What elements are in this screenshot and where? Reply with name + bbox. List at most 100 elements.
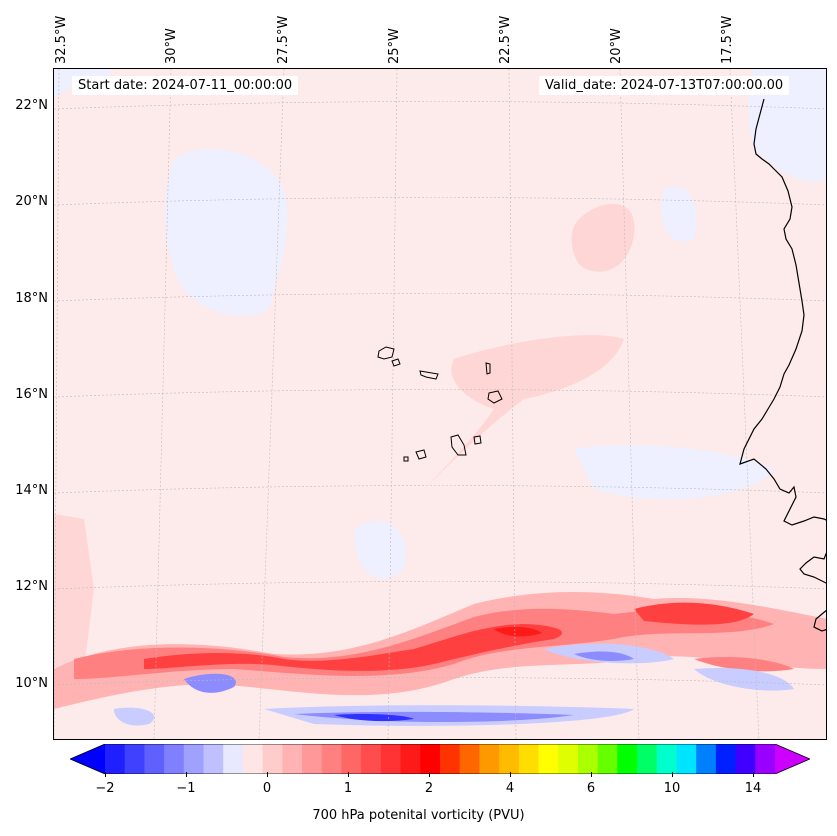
valid-date-box: Valid_date: 2024-07-13T07:00:00.00 [539, 76, 790, 95]
colorbar-swatch [656, 744, 677, 774]
lat-label-14n: 14°N [15, 483, 48, 498]
neg-west [184, 673, 236, 693]
colorbar-swatch [164, 744, 185, 774]
colorbar-swatch [597, 744, 618, 774]
neg-east2 [694, 667, 794, 691]
neg-east3 [574, 651, 634, 662]
colorbar-swatch [696, 744, 717, 774]
lat-label-16n: 16°N [15, 387, 48, 402]
colorbar-swatch [459, 744, 480, 774]
start-date-box: Start date: 2024-07-11_00:00:00 [72, 76, 299, 95]
lon-label-25w: 25°W [387, 28, 402, 64]
colorbar-swatch [420, 744, 441, 774]
colorbar-extend-max [775, 744, 810, 774]
pink-west-band [54, 514, 94, 679]
colorbar-swatch [617, 744, 638, 774]
cbar-tick-neg2: −2 [95, 781, 115, 796]
colorbar-swatch [577, 744, 599, 774]
colorbar-swatch [538, 744, 559, 774]
lat-label-20n: 20°N [15, 194, 48, 209]
colorbar-svg [68, 743, 812, 775]
colorbar-swatch [282, 744, 303, 774]
cbar-tickmark-2 [429, 772, 430, 777]
cbar-tickmark-10 [672, 772, 673, 777]
neg-core [334, 714, 414, 722]
cbar-tickmark-neg1 [186, 772, 187, 777]
colorbar-swatch [735, 744, 756, 774]
lon-label-27-5w: 27.5°W [276, 15, 291, 64]
cbar-tick-2: 2 [424, 781, 434, 796]
island-sao-vicente [391, 358, 401, 367]
island-santo-antao [377, 346, 395, 360]
colorbar-swatch [380, 744, 402, 774]
lon-label-17-5w: 17.5°W [720, 15, 735, 64]
colorbar-swatch [105, 744, 126, 774]
lat-label-18n: 18°N [15, 291, 48, 306]
cbar-tickmark-14 [753, 772, 754, 777]
island-boa-vista [487, 390, 503, 404]
colorbar-swatch [302, 744, 323, 774]
colorbar-swatch [203, 744, 224, 774]
colorbar-swatch [223, 744, 244, 774]
cbar-tick-10: 10 [663, 781, 681, 796]
colorbar-swatch [558, 744, 579, 774]
cbar-tickmark-neg2 [105, 772, 106, 777]
pale-blue-patch-large [165, 149, 288, 317]
colorbar [68, 743, 812, 775]
pv-field-map [54, 69, 826, 739]
colorbar-swatch [124, 744, 145, 774]
lon-label-32-5w: 32.5°W [54, 15, 69, 64]
colorbar-swatch [440, 744, 461, 774]
pale-blue-patch-ne [748, 69, 826, 182]
colorbar-label: 700 hPa potenital vorticity (PVU) [312, 808, 525, 823]
lon-label-30w: 30°W [164, 28, 179, 64]
cbar-tick-1: 1 [343, 781, 353, 796]
island-fogo [415, 449, 427, 460]
cbar-tick-0: 0 [262, 781, 272, 796]
colorbar-swatch [183, 744, 205, 774]
island-sal [485, 362, 491, 375]
colorbar-swatch [715, 744, 737, 774]
pink-patch-ne [571, 203, 635, 272]
pv-band-east [634, 602, 754, 625]
lat-label-10n: 10°N [15, 676, 48, 691]
cbar-tickmark-4 [510, 772, 511, 777]
colorbar-swatch [242, 744, 264, 774]
colorbar-swatch [262, 744, 283, 774]
cbar-tick-4: 4 [505, 781, 515, 796]
pale-blue-patch-center [354, 521, 406, 579]
cbar-tickmark-1 [348, 772, 349, 777]
colorbar-swatch [676, 744, 697, 774]
africa-coastline [739, 98, 826, 632]
cbar-tickmark-0 [267, 772, 268, 777]
lon-label-22-5w: 22.5°W [498, 15, 513, 64]
colorbar-swatch [144, 744, 165, 774]
colorbar-swatch [755, 744, 776, 774]
island-brava [403, 456, 409, 462]
map-panel [53, 68, 827, 740]
cbar-tick-6: 6 [586, 781, 596, 796]
pv-band-east2 [694, 657, 794, 672]
lat-label-12n: 12°N [15, 579, 48, 594]
colorbar-swatch [499, 744, 520, 774]
colorbar-swatch [637, 744, 658, 774]
cape-verde-islands [377, 346, 503, 462]
pink-plume-cv [404, 335, 624, 509]
island-sao-nicolau [419, 370, 439, 380]
pv-band-max [494, 626, 542, 637]
colorbar-swatch [361, 744, 382, 774]
island-maio [473, 435, 482, 445]
cbar-tick-14: 14 [744, 781, 762, 796]
colorbar-swatch [479, 744, 500, 774]
colorbar-swatch [341, 744, 362, 774]
pale-blue-patch-ne2 [661, 186, 697, 242]
cbar-tickmark-6 [591, 772, 592, 777]
pale-blue-patch-mid [574, 445, 774, 500]
lon-label-20w: 20°W [609, 28, 624, 64]
island-santiago [450, 434, 467, 456]
pv-band-core [144, 624, 563, 671]
colorbar-extend-min [70, 744, 105, 774]
lat-label-22n: 22°N [15, 98, 48, 113]
colorbar-swatch [518, 744, 540, 774]
colorbar-swatch [321, 744, 342, 774]
